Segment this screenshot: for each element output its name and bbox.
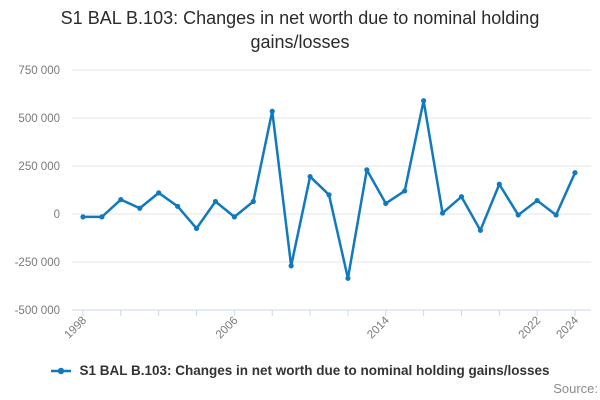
x-axis-label: 2022 bbox=[517, 315, 544, 342]
data-point-marker[interactable] bbox=[288, 263, 294, 269]
data-point-marker[interactable] bbox=[326, 192, 332, 198]
legend-label: S1 BAL B.103: Changes in net worth due t… bbox=[79, 363, 550, 378]
x-axis-label: 1998 bbox=[63, 315, 90, 342]
y-axis-label: 250 000 bbox=[18, 161, 60, 173]
data-point-marker[interactable] bbox=[458, 194, 465, 200]
data-point-marker[interactable] bbox=[231, 214, 237, 220]
y-axis-label: 500 000 bbox=[18, 113, 60, 125]
data-point-marker[interactable] bbox=[99, 214, 105, 220]
data-point-marker[interactable] bbox=[364, 167, 370, 173]
data-point-marker[interactable] bbox=[193, 225, 200, 231]
data-point-marker[interactable] bbox=[307, 173, 313, 180]
data-point-marker[interactable] bbox=[515, 212, 521, 218]
y-axis-label: -250 000 bbox=[15, 257, 60, 269]
data-point-marker[interactable] bbox=[345, 275, 351, 281]
data-point-marker[interactable] bbox=[212, 198, 219, 205]
data-point-marker[interactable] bbox=[383, 200, 389, 207]
x-axis-label: 2006 bbox=[214, 315, 241, 342]
data-point-marker[interactable] bbox=[175, 203, 181, 209]
y-axis-label: -500 000 bbox=[15, 305, 60, 317]
data-point-marker[interactable] bbox=[156, 190, 162, 196]
data-point-marker[interactable] bbox=[534, 197, 540, 204]
data-point-marker[interactable] bbox=[402, 188, 408, 194]
legend-item[interactable]: S1 BAL B.103: Changes in net worth due t… bbox=[0, 363, 600, 378]
data-point-marker[interactable] bbox=[118, 197, 124, 203]
data-point-marker[interactable] bbox=[137, 205, 143, 211]
x-axis-label: 2014 bbox=[365, 314, 392, 341]
data-point-marker[interactable] bbox=[269, 108, 275, 114]
data-point-marker[interactable] bbox=[477, 227, 483, 233]
data-point-marker[interactable] bbox=[250, 198, 256, 205]
data-point-marker[interactable] bbox=[496, 181, 502, 187]
chart-title: S1 BAL B.103: Changes in net worth due t… bbox=[60, 8, 540, 52]
y-axis-label: 750 000 bbox=[18, 65, 60, 77]
data-point-marker[interactable] bbox=[439, 210, 446, 216]
data-point-marker[interactable] bbox=[80, 214, 86, 220]
data-point-marker[interactable] bbox=[572, 170, 578, 176]
series-line bbox=[81, 99, 577, 280]
data-point-marker[interactable] bbox=[421, 98, 427, 104]
source-label: Source: bbox=[553, 381, 598, 396]
x-axis-label: 2024 bbox=[555, 314, 582, 341]
data-point-marker[interactable] bbox=[553, 212, 559, 218]
y-axis-label: 0 bbox=[54, 209, 60, 221]
line-series-marker-icon bbox=[51, 367, 72, 374]
